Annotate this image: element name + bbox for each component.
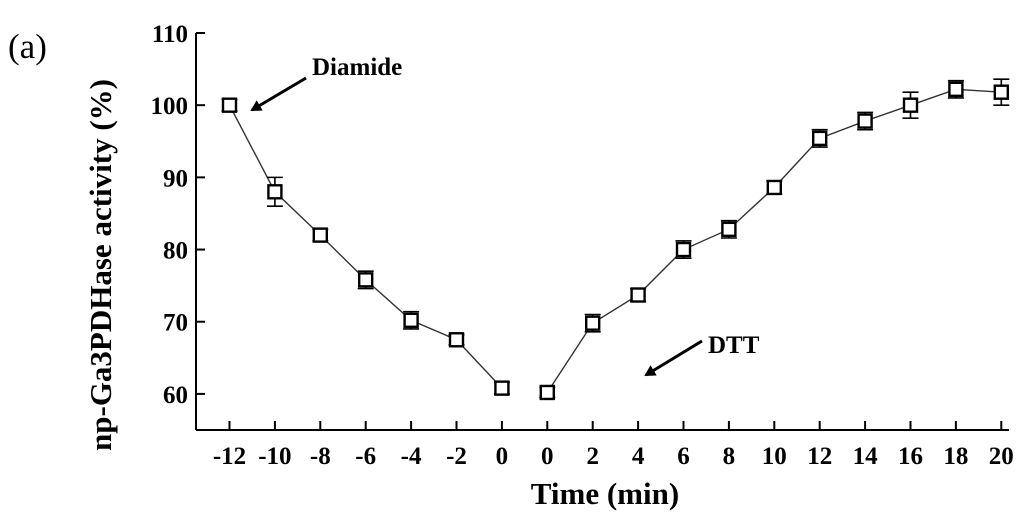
data-point	[403, 312, 419, 328]
x-tick-label: 18	[943, 443, 968, 470]
data-point	[539, 384, 555, 401]
data-point	[448, 332, 465, 348]
data-point	[675, 241, 692, 258]
x-axis-title: Time (min)	[531, 476, 679, 511]
dtt-arrow	[644, 339, 703, 377]
x-tick-label: 20	[989, 443, 1014, 470]
x-tick-label: 0	[541, 443, 554, 470]
x-tick-label: -10	[258, 443, 291, 470]
x-tick-label: 6	[677, 443, 690, 470]
panel-label: (a)	[8, 27, 47, 66]
data-point	[812, 130, 828, 147]
x-tick-label: 14	[853, 443, 879, 470]
series-line	[546, 88, 1002, 393]
data-point	[721, 221, 737, 238]
data-point	[312, 227, 328, 243]
y-tick-label: 60	[163, 382, 188, 409]
data-point	[358, 272, 374, 288]
data-point	[766, 179, 782, 196]
x-tick-label: 4	[632, 443, 645, 470]
x-tick-label: -6	[355, 443, 376, 470]
x-tick-label: 2	[586, 443, 599, 470]
dtt-label: DTT	[708, 332, 760, 359]
y-axis-title: np-Ga3PDHase activity (%)	[83, 79, 118, 451]
diamide-arrow	[250, 76, 307, 112]
x-tick-label: -2	[446, 443, 467, 470]
y-tick-label: 100	[151, 93, 189, 120]
data-point	[267, 184, 283, 200]
data-point	[585, 315, 601, 331]
x-tick-label: -12	[213, 443, 246, 470]
x-tick-label: -8	[310, 443, 331, 470]
x-tick-label: -4	[401, 443, 422, 470]
x-tick-label: 12	[807, 443, 832, 470]
data-point	[902, 97, 919, 113]
y-tick-label: 70	[163, 310, 188, 337]
diamide-label: Diamide	[312, 54, 402, 81]
y-tick-label: 110	[152, 21, 188, 48]
data-point	[993, 84, 1009, 100]
data-point	[630, 287, 646, 303]
data-point	[494, 380, 510, 396]
x-tick-label: 16	[898, 443, 923, 470]
y-tick-label: 90	[163, 165, 188, 192]
data-point	[857, 113, 873, 129]
x-tick-label: 10	[762, 443, 787, 470]
y-tick-label: 80	[163, 238, 188, 265]
x-tick-label: 0	[496, 443, 509, 470]
data-point	[948, 81, 964, 98]
data-point	[221, 97, 238, 113]
x-tick-label: 8	[723, 443, 736, 470]
